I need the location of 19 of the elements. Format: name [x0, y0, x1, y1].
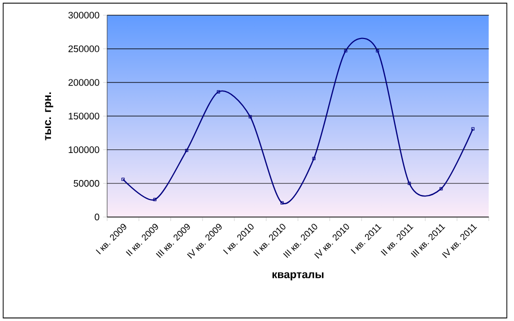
point — [376, 49, 380, 52]
y-tick-label: 150000 — [68, 112, 100, 120]
x-axis-title: кварталы — [272, 272, 324, 280]
y-axis-title: тыс. грн. — [45, 92, 54, 140]
y-tick-label: 50000 — [74, 180, 100, 187]
y-tick-label: 100000 — [68, 146, 100, 154]
point — [153, 198, 156, 202]
y-tick-label: 250000 — [68, 45, 100, 52]
point — [185, 148, 188, 152]
point — [440, 187, 443, 190]
point — [312, 156, 316, 160]
point — [216, 90, 220, 94]
point — [248, 115, 252, 118]
y-tick-label: 300000 — [68, 12, 100, 18]
point — [408, 182, 411, 185]
y-tick-label: 0 — [94, 214, 100, 220]
y-tick-label: 200000 — [68, 79, 100, 86]
point — [344, 49, 348, 52]
point — [280, 201, 284, 204]
